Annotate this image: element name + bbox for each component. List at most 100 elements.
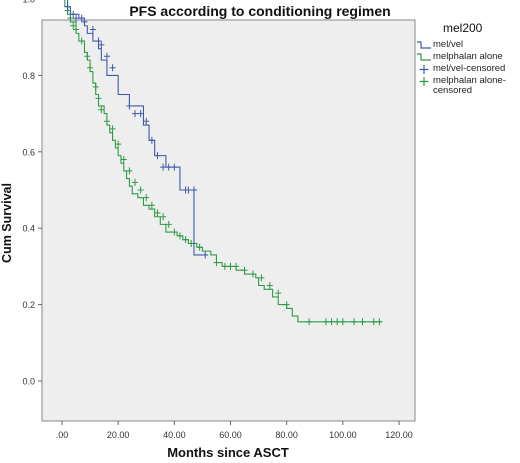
chart-title: PFS according to conditioning regimen [129,3,391,19]
legend-line-icon-melphalan-alone [417,53,431,61]
x-tick-label: 100.00 [329,430,357,440]
legend-label-melphalan-alone-censored: melphalan alone-censored [433,75,506,96]
censor-mark-mel-vel [165,163,172,171]
x-tick-label: 80.00 [275,430,298,440]
censor-mark-melphalan-alone [165,220,172,228]
censor-mark-mel-vel [64,3,71,11]
censor-mark-melphalan-alone [120,155,127,163]
y-tick-label: 0.6 [22,147,35,157]
censor-mark-melphalan-alone [227,262,234,270]
censor-mark-melphalan-alone [351,318,358,326]
censor-mark-mel-vel [73,14,80,22]
legend-title: mel200 [443,21,483,35]
plot-background [41,19,416,422]
censor-mark-melphalan-alone [334,318,341,326]
y-axis-label: Cum Survival [0,183,14,263]
legend-plus-icon-mel-vel [419,65,429,74]
legend-label-melphalan-alone: melphalan alone [433,51,503,62]
censor-mark-mel-vel [171,163,178,171]
censor-mark-mel-vel [190,186,197,194]
censor-mark-mel-vel [78,14,85,22]
censor-mark-melphalan-alone [322,318,329,326]
censor-mark-mel-vel [126,102,133,110]
censor-mark-melphalan-alone [221,262,228,270]
censor-mark-melphalan-alone [92,83,99,91]
legend-label-mel-vel-censored: mel/vel-censored [433,63,506,74]
censor-mark-melphalan-alone [182,236,189,244]
censor-mark-melphalan-alone [70,22,77,30]
censor-mark-melphalan-alone [171,228,178,236]
censor-mark-melphalan-alone [137,186,144,194]
censor-mark-mel-vel [202,251,209,259]
censor-mark-melphalan-alone [328,318,335,326]
censor-mark-mel-vel [103,52,110,60]
censor-mark-melphalan-alone [213,259,220,267]
censor-mark-mel-vel [95,37,102,45]
x-tick-label: .00 [56,430,69,440]
x-tick-label: 40.00 [163,430,186,440]
legend: mel/vel melphalan alone mel/vel-censored… [416,40,518,97]
censor-mark-mel-vel [143,117,150,125]
censor-mark-melphalan-alone [143,194,150,202]
legend-label-mel-vel: mel/vel [433,39,464,50]
censor-mark-melphalan-alone [148,201,155,209]
censor-mark-melphalan-alone [103,117,110,125]
censor-mark-melphalan-alone [84,52,91,60]
censor-mark-melphalan-alone [188,239,195,247]
censor-mark-mel-vel [89,26,96,34]
censor-mark-melphalan-alone [67,14,74,22]
y-tick-label: 0.2 [22,300,35,310]
censor-mark-melphalan-alone [359,318,366,326]
censor-mark-melphalan-alone [73,26,80,34]
censor-mark-melphalan-alone [306,318,313,326]
legend-plus-icon-melphalan-alone [419,77,429,86]
censor-mark-melphalan-alone [275,289,282,297]
censor-mark-melphalan-alone [266,282,273,289]
censor-mark-melphalan-alone [115,140,122,148]
censor-mark-melphalan-alone [339,318,346,326]
censor-mark-melphalan-alone [87,64,94,72]
censor-mark-melphalan-alone [370,318,377,326]
legend-item-melphalan-alone: melphalan alone [416,52,518,63]
censor-mark-mel-vel [98,41,105,49]
legend-item-mel-vel-censored: mel/vel-censored [416,64,518,75]
censor-mark-mel-vel [160,163,167,171]
censor-mark-mel-vel [185,186,192,194]
censor-mark-melphalan-alone [249,270,256,278]
censor-mark-melphalan-alone [98,106,105,114]
censor-mark-melphalan-alone [376,318,383,326]
censor-mark-melphalan-alone [132,178,139,186]
censor-mark-mel-vel [70,10,77,18]
series-melphalan-alone [64,0,383,326]
y-tick-label: 1.0 [22,0,35,5]
y-axis: 0.0 0.2 0.4 0.6 0.8 1.0 [22,0,42,387]
legend-item-mel-vel: mel/vel [416,40,518,51]
censor-mark-mel-vel [109,64,116,72]
censor-mark-melphalan-alone [176,232,183,240]
censor-mark-melphalan-alone [95,94,102,102]
censor-mark-melphalan-alone [109,125,116,133]
x-tick-label: 20.00 [107,430,130,440]
x-axis: .00 20.00 40.00 60.00 80.00 100.00 120.00 [56,421,413,440]
censor-mark-melphalan-alone [283,301,290,309]
censor-mark-melphalan-alone [126,167,133,175]
censor-mark-melphalan-alone [160,213,167,221]
x-tick-label: 60.00 [219,430,242,440]
y-tick-label: 0.0 [22,377,35,387]
censor-mark-melphalan-alone [241,266,248,274]
y-tick-label: 0.8 [22,71,35,81]
y-tick-label: 0.4 [22,224,35,234]
censor-mark-melphalan-alone [258,274,265,282]
censor-mark-mel-vel [154,152,161,160]
censor-mark-melphalan-alone [233,262,240,270]
plot-series [64,0,383,326]
censor-mark-mel-vel [132,110,139,118]
censor-mark-mel-vel [137,110,144,118]
survival-step-line-mel-vel [67,0,209,256]
x-axis-label: Months since ASCT [167,445,289,460]
censor-mark-melphalan-alone [154,209,161,217]
x-tick-label: 120.00 [385,430,413,440]
legend-item-melphalan-alone-censored: melphalan alone-censored [416,76,518,96]
